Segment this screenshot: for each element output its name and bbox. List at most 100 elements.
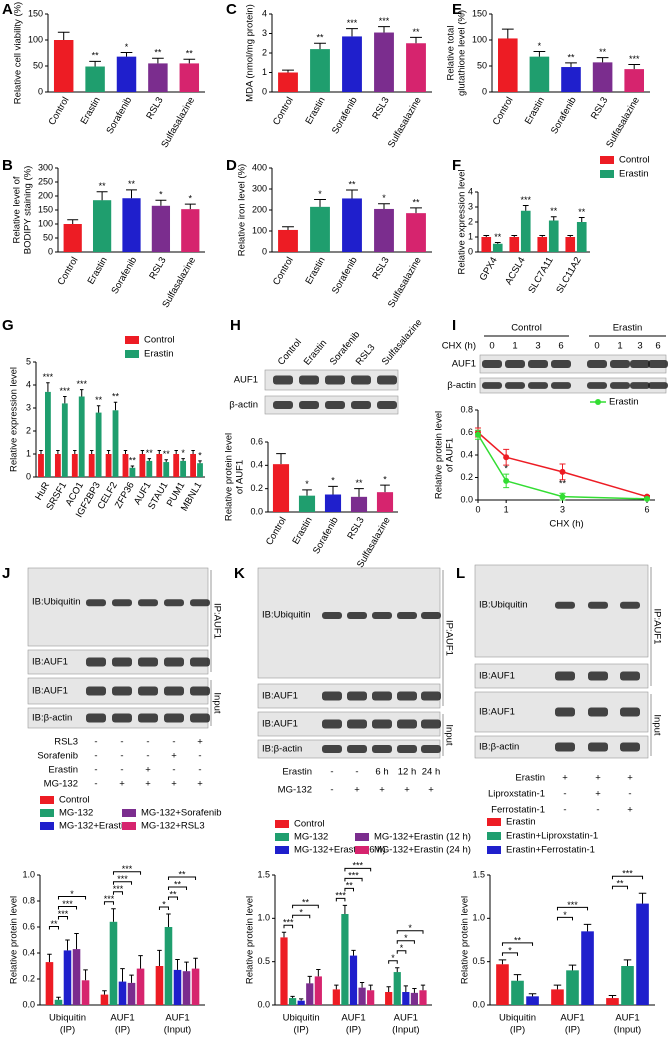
blot-band	[372, 691, 392, 701]
blot-row-label: IB:β-actin	[479, 742, 519, 753]
blot-row-label: IB:Ubiquitin	[479, 599, 528, 610]
x-tick-label: RSL3	[345, 515, 366, 541]
blot-band	[164, 657, 184, 667]
significance: *	[331, 476, 335, 486]
x-tick-label: 1	[504, 504, 509, 514]
error-bar	[184, 203, 196, 210]
blot-row	[27, 567, 209, 647]
bar	[367, 990, 375, 1005]
significance-bracket	[167, 896, 178, 900]
x-tick-label: RSL3	[589, 95, 610, 121]
treatment-mark: +	[562, 773, 568, 784]
treatment-mark: -	[94, 751, 97, 762]
x-tick-label: (Input)	[164, 1025, 191, 1036]
blot-band	[528, 359, 548, 369]
blot-band	[588, 707, 608, 717]
bar	[136, 968, 145, 1005]
y-axis-label: Relative protein level	[9, 896, 20, 984]
significance-bracket	[167, 886, 188, 890]
treatment-mark: 12 h	[398, 767, 417, 778]
error-bar	[63, 396, 67, 404]
bar	[592, 62, 613, 92]
blot-band	[190, 713, 210, 723]
significance-bracket	[112, 881, 133, 885]
y-tick-label: 1.0	[472, 913, 485, 923]
error-bar	[191, 450, 195, 454]
error-bar	[276, 453, 286, 465]
x-tick-label: Control	[491, 95, 516, 127]
blot-lane-label: 3	[535, 341, 540, 352]
blot-band	[620, 671, 640, 681]
y-tick-label: 0	[482, 86, 487, 96]
y-tick-label: 1.0	[22, 869, 35, 879]
y-tick-label: 4	[262, 8, 267, 18]
bar	[297, 1000, 305, 1005]
error-bar	[583, 923, 592, 932]
error-bar	[498, 959, 507, 965]
treatment-mark: +	[145, 779, 151, 790]
legend-label: Control	[294, 819, 325, 830]
error-bar	[483, 235, 490, 237]
blot-band	[322, 612, 342, 619]
treatment-mark: -	[94, 765, 97, 776]
blot-band	[164, 599, 184, 607]
significance: ***	[117, 874, 128, 884]
blot-band	[86, 657, 106, 667]
treatment-label: Erastin	[515, 773, 545, 784]
blot-band	[505, 382, 525, 389]
error-bar	[638, 892, 647, 904]
significance: *	[162, 899, 166, 909]
x-tick-label: 0	[475, 504, 480, 514]
x-tick-label: (IP)	[565, 1025, 580, 1036]
y-tick-label: 1	[262, 67, 267, 77]
treatment-mark: -	[330, 767, 333, 778]
y-tick-label: 100	[472, 34, 487, 44]
error-bar	[568, 964, 577, 971]
treatment-mark: +	[197, 779, 203, 790]
blot-section-label: Input	[211, 692, 222, 713]
y-axis-label: Relative protein level	[434, 411, 445, 499]
bar	[148, 63, 168, 92]
treatment-mark: -	[563, 805, 566, 816]
legend-swatch	[125, 350, 139, 358]
significance: **	[559, 479, 567, 489]
bar	[385, 992, 393, 1005]
x-tick-label: AUF1	[165, 1013, 189, 1024]
panel-label: C	[226, 1, 237, 18]
y-tick-label: 0.6	[250, 436, 263, 446]
blot-band	[421, 691, 441, 701]
y-tick-label: 0.4	[250, 460, 263, 470]
error-bar	[282, 69, 294, 73]
bar	[139, 454, 146, 477]
y-tick-label: 0.2	[22, 973, 35, 983]
significance: ***	[520, 195, 531, 205]
panel-label: L	[456, 565, 465, 582]
blot-band	[587, 359, 607, 369]
significance-bracket	[57, 906, 78, 910]
y-tick-label: 0.8	[22, 895, 35, 905]
y-tick-label: 4	[468, 186, 473, 196]
error-bar	[533, 50, 546, 57]
legend-label: MG-132+Erastin (6 h)	[294, 845, 386, 856]
x-tick-label: Sulfasalazine	[159, 95, 197, 149]
x-tick-label: Control	[56, 255, 81, 287]
bar	[112, 410, 119, 477]
treatment-mark: -	[120, 751, 123, 762]
legend-swatch	[487, 846, 501, 854]
error-bar	[157, 949, 162, 966]
legend-label: Control	[59, 795, 90, 806]
legend-swatch	[600, 156, 614, 164]
blot-band	[347, 691, 367, 701]
y-tick-label: 0.0	[257, 999, 270, 1009]
bar	[278, 229, 298, 252]
bar	[566, 970, 579, 1005]
y-axis-label: Relative expression level	[9, 367, 20, 472]
bar	[54, 454, 61, 477]
significance-bracket	[344, 877, 363, 882]
y-axis-label: MDA (nmol/mg protein)	[245, 4, 256, 102]
blot-band	[630, 359, 650, 369]
panel-label: D	[226, 157, 237, 174]
y-tick-label: 0	[468, 246, 473, 256]
bar	[179, 63, 200, 92]
blot-band	[630, 382, 650, 389]
